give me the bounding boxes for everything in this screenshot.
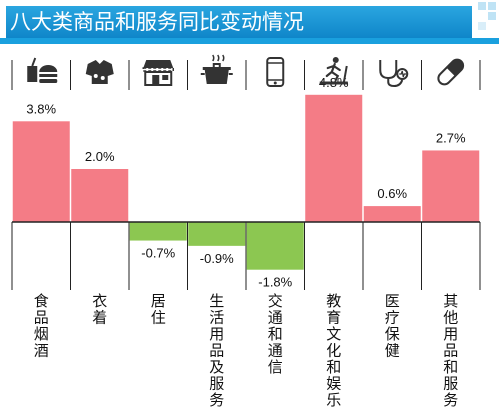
category-label: 教育文化和娱乐 bbox=[326, 292, 341, 409]
treadmill-icon bbox=[319, 57, 348, 85]
header-stripe bbox=[0, 38, 499, 44]
bar bbox=[305, 94, 363, 222]
household-goods-icon bbox=[200, 54, 233, 84]
category-label: 医疗保健 bbox=[385, 292, 400, 360]
header-decoration bbox=[477, 0, 499, 38]
category-label: 其他用品和服务 bbox=[443, 292, 458, 409]
data-label: 2.0% bbox=[85, 149, 115, 164]
housing-icon bbox=[142, 60, 174, 86]
bar bbox=[12, 121, 70, 222]
bar bbox=[422, 150, 480, 222]
phone-icon bbox=[266, 57, 285, 87]
bar bbox=[246, 222, 304, 270]
bar bbox=[188, 222, 246, 246]
food-icon bbox=[27, 57, 58, 83]
chart-title: 八大类商品和服务同比变动情况 bbox=[10, 10, 304, 34]
stethoscope-icon bbox=[379, 60, 409, 88]
data-label: 2.7% bbox=[436, 130, 466, 145]
data-label: -0.7% bbox=[141, 246, 175, 261]
data-label: 0.6% bbox=[377, 186, 407, 201]
clothing-icon bbox=[85, 60, 114, 84]
category-label: 生活用品及服务 bbox=[209, 292, 224, 409]
header: 八大类商品和服务同比变动情况 bbox=[0, 0, 499, 44]
header-bar bbox=[6, 6, 472, 38]
bar bbox=[363, 206, 421, 222]
data-label: 3.8% bbox=[26, 101, 56, 116]
bar bbox=[129, 222, 187, 241]
data-label: -0.9% bbox=[200, 251, 234, 266]
category-label: 食品烟酒 bbox=[34, 292, 49, 360]
data-label: -1.8% bbox=[258, 275, 292, 290]
bar bbox=[71, 169, 129, 222]
pill-icon bbox=[437, 58, 465, 86]
category-label: 居住 bbox=[151, 292, 166, 327]
category-label: 交通和通信 bbox=[268, 292, 283, 376]
category-label: 衣着 bbox=[92, 292, 107, 327]
